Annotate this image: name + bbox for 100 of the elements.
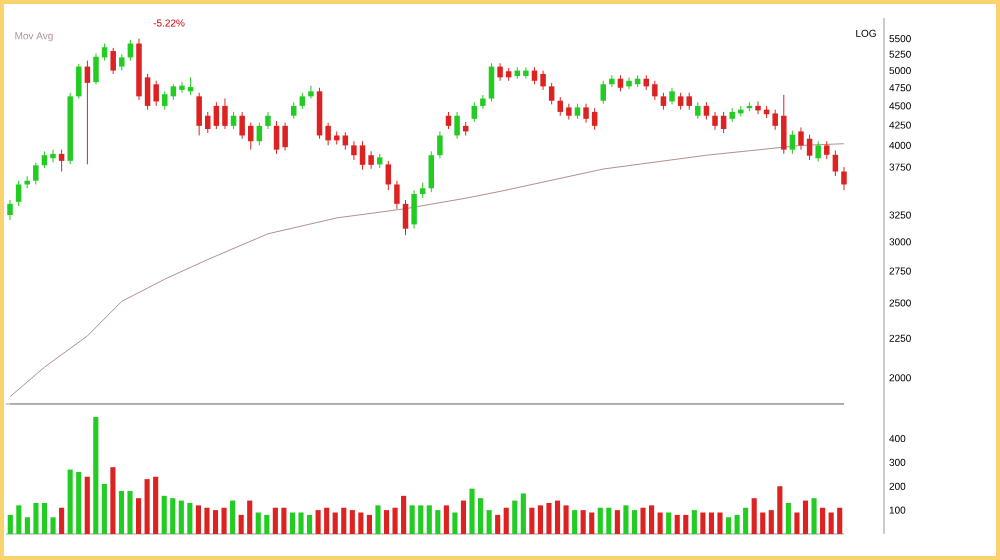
bar [580, 510, 586, 534]
bar [512, 500, 518, 534]
bar [820, 507, 826, 534]
bar [495, 514, 501, 534]
bar [743, 507, 749, 534]
candlestick [548, 82, 555, 105]
bar [255, 512, 261, 534]
bar [247, 500, 253, 534]
bar [785, 502, 791, 534]
bar [41, 502, 48, 534]
candlestick [806, 134, 813, 161]
candlestick [15, 180, 22, 207]
bar [554, 500, 561, 534]
bar [572, 510, 578, 534]
bar [67, 469, 73, 534]
bar [426, 505, 432, 534]
bar [272, 507, 278, 534]
candlestick [7, 199, 13, 221]
bar [170, 498, 176, 534]
bar [443, 505, 449, 534]
bar [691, 510, 697, 534]
bar [503, 507, 509, 534]
candlestick [359, 140, 366, 171]
bar [144, 479, 150, 534]
candlestick [50, 149, 56, 164]
bar [563, 505, 569, 534]
bar [161, 495, 167, 534]
candlestick [282, 122, 288, 152]
bar [127, 491, 133, 534]
candlestick [583, 103, 589, 124]
candlestick [76, 63, 82, 100]
bar [734, 514, 740, 534]
bar [546, 502, 552, 534]
candlestick [394, 180, 400, 210]
bar [204, 507, 210, 534]
candlestick [273, 120, 280, 155]
bar [298, 512, 304, 534]
bar [529, 507, 535, 534]
bar [230, 500, 236, 534]
candlestick [58, 149, 65, 173]
bar [212, 510, 219, 534]
candlestick [179, 81, 185, 94]
bar [589, 512, 595, 534]
candlestick [480, 94, 486, 110]
candlestick [755, 100, 761, 115]
candlestick [93, 53, 99, 85]
bar [683, 514, 689, 534]
candlestick [488, 62, 495, 102]
candlestick [591, 107, 598, 131]
bar [59, 507, 65, 534]
bar [84, 476, 90, 534]
candlestick [316, 87, 323, 140]
bar [366, 514, 372, 534]
candlestick [213, 101, 220, 130]
candlestick [471, 101, 478, 123]
bar [606, 507, 612, 534]
bar [837, 507, 843, 534]
candlestick [454, 111, 460, 140]
bar [383, 510, 390, 534]
bar [341, 507, 347, 534]
bar [811, 498, 817, 534]
bar [751, 498, 757, 534]
bar [674, 514, 680, 534]
bar [435, 510, 441, 534]
bar [777, 486, 783, 534]
candlestick [841, 166, 847, 191]
candlestick [239, 111, 245, 140]
candlestick [110, 47, 116, 75]
candlestick [153, 80, 159, 107]
bar [401, 495, 407, 534]
bar [469, 488, 475, 534]
bar [324, 507, 330, 534]
bar [486, 510, 492, 534]
candlestick [626, 76, 632, 90]
bar [289, 512, 296, 534]
bar [828, 512, 834, 534]
bar [418, 505, 424, 534]
bar [700, 512, 706, 534]
candlestick [351, 140, 357, 161]
bar [135, 498, 142, 534]
bar [178, 500, 184, 534]
candlestick [815, 140, 821, 163]
bar [118, 491, 125, 534]
candlestick [162, 90, 168, 111]
bar [452, 512, 458, 534]
bar [93, 417, 99, 534]
bar [640, 507, 646, 534]
bar [614, 510, 620, 534]
candlestick [523, 66, 529, 80]
candlestick [540, 70, 546, 91]
candlestick [222, 98, 228, 130]
bar [349, 510, 355, 534]
bar [460, 500, 467, 534]
candlestick [437, 130, 443, 159]
candlestick [385, 160, 392, 191]
candlestick [600, 80, 606, 105]
candlestick [402, 199, 409, 236]
bar [221, 507, 227, 534]
candlestick [33, 162, 39, 185]
bar [332, 512, 338, 534]
